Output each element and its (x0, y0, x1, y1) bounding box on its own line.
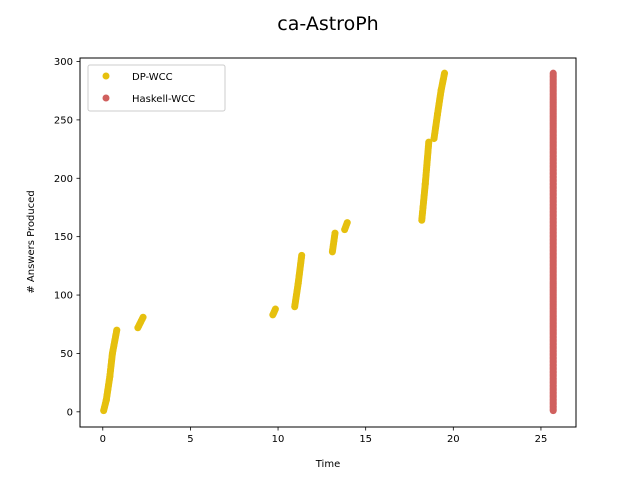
y-tick-label: 200 (54, 174, 73, 185)
x-tick-label: 25 (535, 434, 548, 445)
y-tick-label: 0 (67, 407, 73, 418)
series-haskell-wcc (549, 69, 557, 415)
x-tick-label: 20 (447, 434, 460, 445)
plot-frame (79, 57, 577, 428)
legend-label-haskell-wcc: Haskell-WCC (132, 94, 195, 105)
legend-label-dp-wcc: DP-WCC (132, 72, 173, 83)
data-point-dp-wcc (139, 313, 147, 321)
legend-marker-dp-wcc (102, 72, 110, 80)
y-tick-label: 50 (60, 349, 73, 360)
chart-title: ca-AstroPh (277, 13, 378, 35)
data-point-dp-wcc (441, 69, 449, 77)
data-point-dp-wcc (271, 305, 279, 313)
y-tick-label: 250 (54, 115, 73, 126)
x-tick-label: 10 (272, 434, 285, 445)
x-axis: 0 5 10 15 20 25 (100, 427, 548, 445)
y-tick-label: 300 (54, 57, 73, 68)
legend-marker-haskell-wcc (102, 94, 110, 102)
data-point-dp-wcc (298, 251, 306, 259)
series-dp-wcc (100, 69, 449, 415)
data-point-dp-wcc (331, 229, 339, 237)
y-axis: 0 50 100 150 200 250 300 (54, 57, 80, 418)
y-tick-label: 100 (54, 291, 73, 302)
data-point-dp-wcc (113, 326, 121, 334)
y-axis-label: # Answers Produced (26, 190, 37, 293)
x-tick-label: 5 (187, 434, 193, 445)
data-point-haskell-wcc (549, 69, 557, 77)
legend: DP-WCC Haskell-WCC (87, 64, 226, 112)
legend-box (87, 64, 226, 112)
x-axis-label: Time (315, 459, 340, 470)
y-tick-label: 150 (54, 232, 73, 243)
data-point-dp-wcc (343, 219, 351, 227)
x-tick-label: 0 (100, 434, 106, 445)
plot-area (100, 69, 557, 415)
data-point-dp-wcc (425, 138, 433, 146)
x-tick-label: 15 (359, 434, 372, 445)
